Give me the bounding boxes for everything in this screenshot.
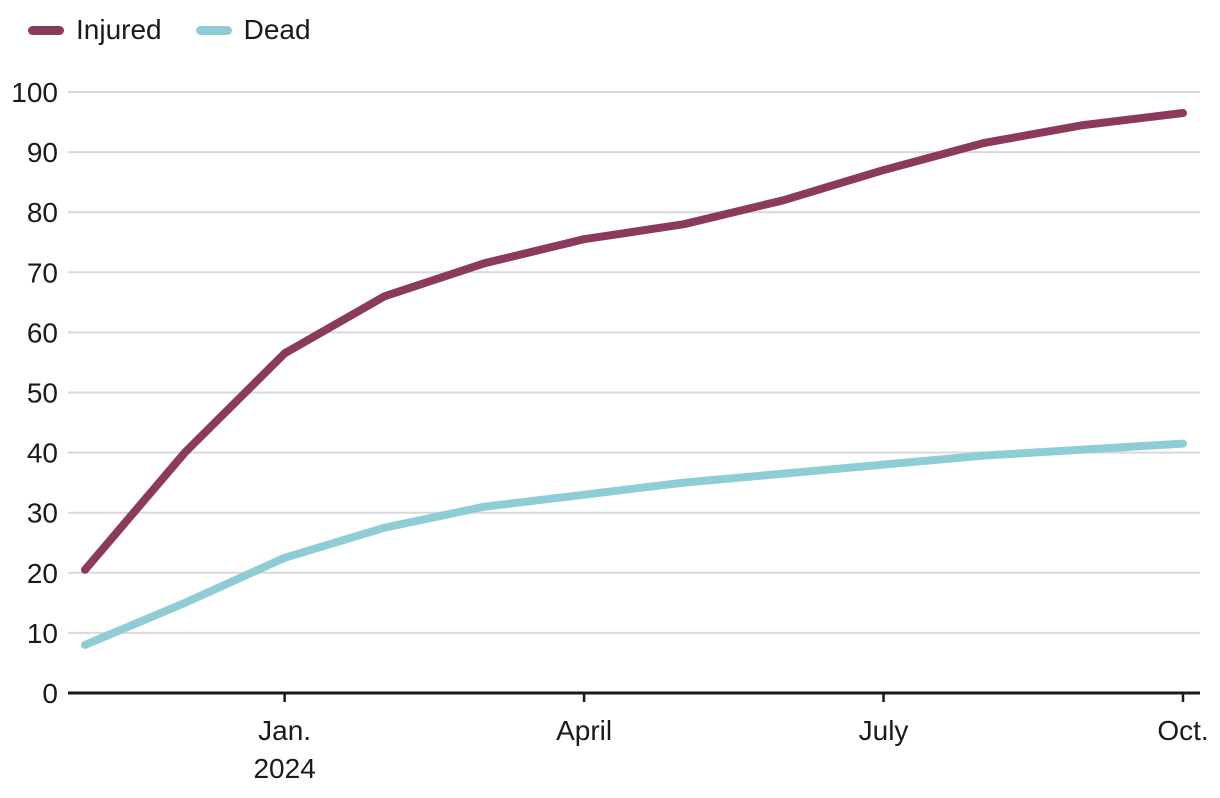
y-axis-tick-label: 80 <box>27 197 58 228</box>
dead-line-swatch-icon <box>195 25 232 35</box>
y-axis-tick-label: 10 <box>27 618 58 649</box>
chart-legend: Injured Dead <box>28 16 311 44</box>
y-axis-tick-label: 40 <box>27 438 58 469</box>
series-line-dead <box>81 439 1187 649</box>
legend-item-injured: Injured <box>28 16 162 44</box>
x-axis-tick-label: April <box>556 715 612 746</box>
x-axis-tick-sublabel: 2024 <box>253 753 315 784</box>
y-axis-tick-label: 90 <box>27 137 58 168</box>
legend-label-injured: Injured <box>76 14 162 45</box>
y-axis-tick-label: 30 <box>27 498 58 529</box>
y-axis-tick-label: 20 <box>27 558 58 589</box>
x-axis-tick-label: Oct. <box>1157 715 1208 746</box>
legend-label-dead: Dead <box>243 14 311 45</box>
y-axis-tick-label: 0 <box>42 678 58 709</box>
x-axis-tick-label: July <box>859 715 909 746</box>
y-axis-tick-label: 60 <box>27 317 58 348</box>
y-axis-tick-label: 100 <box>11 77 58 108</box>
legend-item-dead: Dead <box>195 14 311 45</box>
x-axis-tick-label: Jan. <box>258 715 311 746</box>
injured-line-swatch-icon <box>28 25 64 35</box>
y-axis-tick-label: 70 <box>27 257 58 288</box>
y-axis-tick-label: 50 <box>27 378 58 409</box>
series-line-injured <box>81 109 1187 574</box>
